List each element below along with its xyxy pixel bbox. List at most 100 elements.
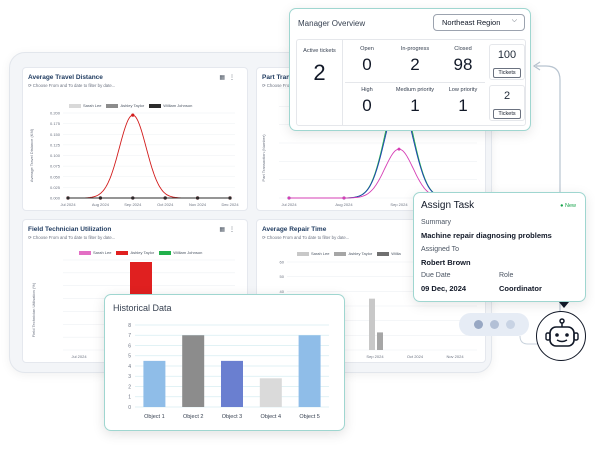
- legend-item[interactable]: Ashley Taylor: [334, 251, 372, 256]
- y-axis-label: Field Technician Utilisation (%): [31, 282, 36, 337]
- data-point: [228, 196, 232, 200]
- summary-value: Machine repair diagnosing problems: [421, 231, 552, 240]
- y-tick-label: 0.175: [50, 121, 61, 126]
- y-tick-label: 5: [128, 354, 131, 360]
- y-tick-label: 2: [128, 384, 131, 390]
- date-filter-hint[interactable]: ⟳ Choose From and To date to filter by d…: [28, 235, 116, 240]
- series-line: [68, 114, 230, 199]
- stat-in-progress: In-progress 2: [400, 46, 430, 74]
- bar: [182, 335, 205, 407]
- legend-item[interactable]: William Johnson: [159, 250, 202, 255]
- y-tick-label: 4: [128, 364, 131, 370]
- chevron-down-icon: ⌵: [511, 17, 517, 24]
- manager-overview-panel: Manager Overview Northeast Region ⌵ Acti…: [289, 8, 531, 131]
- x-tick-label: Nov 2024: [446, 354, 464, 359]
- y-tick-label: 0.200: [50, 111, 61, 116]
- more-icon[interactable]: ⋮: [229, 75, 239, 81]
- robot-icon: [545, 318, 579, 347]
- y-tick-label: 0.125: [50, 142, 61, 147]
- data-point: [98, 196, 102, 200]
- assigned-value: Robert Brown: [421, 258, 471, 267]
- x-tick-label: Aug 2024: [92, 202, 110, 207]
- data-point: [287, 196, 291, 200]
- x-tick-label: Sep 2024: [390, 202, 408, 207]
- ticket-stats: Active tickets 2 Open 0 In-progress 2 Cl…: [296, 39, 526, 126]
- data-point: [342, 196, 346, 200]
- stat-low: Low priority 1: [448, 87, 478, 115]
- more-icon[interactable]: ⋮: [229, 227, 239, 233]
- role-label: Role: [499, 272, 514, 279]
- data-point: [397, 147, 401, 151]
- x-tick-label: Object 5: [299, 414, 319, 420]
- card-tools[interactable]: ▦⋮: [219, 226, 239, 233]
- bar: [377, 332, 383, 350]
- date-filter-hint[interactable]: ⟳ Choose From and To date to filter by d…: [28, 83, 116, 88]
- date-filter-hint[interactable]: ⟳ Choose From: [262, 83, 293, 88]
- bar: [298, 335, 321, 407]
- legend-item[interactable]: Willia: [377, 251, 401, 256]
- stat-closed: Closed 98: [453, 46, 473, 74]
- y-tick-label: 50: [280, 274, 285, 279]
- y-tick-label: 0.075: [50, 164, 61, 169]
- x-tick-label: Jul 2024: [60, 202, 76, 207]
- x-tick-label: Oct 2024: [407, 354, 424, 359]
- stat-medium: Medium priority 1: [395, 87, 435, 115]
- x-tick-label: Object 2: [183, 414, 203, 420]
- y-tick-label: 8: [128, 323, 131, 329]
- card-tools[interactable]: ▦⋮: [219, 74, 239, 81]
- legend-item[interactable]: Sarah Lee: [69, 103, 101, 108]
- legend-item[interactable]: Ashley Taylor: [116, 250, 154, 255]
- data-point: [131, 196, 135, 200]
- date-filter-hint[interactable]: ⟳ Choose From and To date to filter by d…: [262, 235, 350, 240]
- legend-item[interactable]: Sarah Lee: [79, 250, 111, 255]
- legend-item[interactable]: Ashley Taylor: [106, 103, 144, 108]
- y-tick-label: 0: [128, 405, 131, 411]
- y-tick-label: 40: [280, 289, 285, 294]
- y-tick-label: 0.025: [50, 185, 61, 190]
- bar: [369, 298, 375, 350]
- data-point: [131, 113, 135, 117]
- y-tick-label: 0.000: [50, 196, 61, 201]
- panel-title: Manager Overview: [298, 19, 366, 28]
- due-label: Due Date: [421, 272, 451, 279]
- summary-label: Summary: [421, 219, 451, 226]
- x-tick-label: Jul 2024: [281, 202, 297, 207]
- x-tick-label: Jul 2024: [71, 354, 87, 359]
- travel-distance-card: Average Travel Distance ⟳ Choose From an…: [22, 67, 248, 211]
- region-select[interactable]: Northeast Region ⌵: [433, 14, 525, 31]
- bar: [221, 360, 243, 407]
- y-tick-label: 7: [128, 333, 131, 339]
- tickets-button[interactable]: Tickets: [493, 109, 521, 119]
- data-point: [196, 196, 200, 200]
- x-tick-label: Sep 2024: [124, 202, 142, 207]
- calendar-icon[interactable]: ▦: [219, 227, 229, 233]
- x-tick-label: Dec 2024: [221, 202, 239, 207]
- y-axis-label: Part Transaction (Number): [261, 134, 266, 182]
- y-tick-label: 0.150: [50, 132, 61, 137]
- assigned-label: Assigned To: [421, 246, 460, 253]
- historical-chart: 0 1 2 3 4 5 6 7 8 Object 1 Object 2 Object 3 Object …: [128, 323, 329, 420]
- data-point: [66, 196, 70, 200]
- legend-item[interactable]: William Johnson: [149, 103, 192, 108]
- x-tick-label: Nov 2024: [189, 202, 207, 207]
- series-line: [289, 148, 454, 199]
- calendar-icon[interactable]: ▦: [219, 75, 229, 81]
- stat-open: Open 0: [360, 46, 374, 74]
- y-tick-label: 0.050: [50, 174, 61, 179]
- card-title: Average Repair Time: [262, 226, 327, 233]
- tooltip-pointer: [559, 302, 569, 308]
- chart-legend: Sarah Lee Ashley Taylor William Johnson: [79, 250, 202, 255]
- x-tick-label: Object 1: [144, 414, 164, 420]
- data-point: [163, 196, 167, 200]
- tickets-button[interactable]: Tickets: [493, 68, 521, 78]
- typing-indicator: [459, 313, 529, 336]
- x-tick-label: Oct 2024: [157, 202, 174, 207]
- assistant-bot-button[interactable]: [536, 311, 586, 361]
- role-value: Coordinator: [499, 284, 542, 293]
- legend-item[interactable]: Sarah Lee: [297, 251, 329, 256]
- chart-legend: Sarah Lee Ashley Taylor William Johnson: [69, 103, 192, 108]
- tickets-open: 2 Tickets: [489, 85, 525, 121]
- x-tick-label: Aug 2024: [335, 202, 353, 207]
- y-axis-label: Average Travel Distance (KM): [29, 128, 34, 182]
